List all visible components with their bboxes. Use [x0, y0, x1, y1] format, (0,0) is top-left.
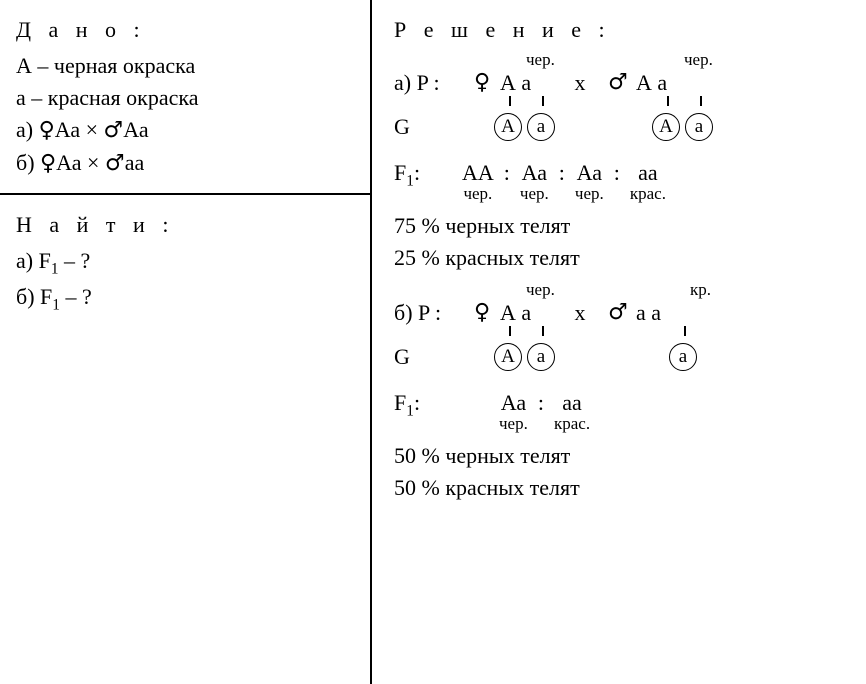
a-pct-1: 75 % черных телят — [394, 210, 850, 242]
gamete-circle: А — [494, 343, 522, 371]
gamete-circle: а — [527, 343, 555, 371]
find-section: Н а й т и : а) F1 – ? б) F1 – ? — [0, 195, 370, 330]
cross-b-label: б) — [16, 150, 35, 175]
b-geno-f: А а — [500, 300, 560, 326]
page-container: Д а н о : А – черная окраска а – красная… — [0, 0, 866, 684]
find-a-sub: 1 — [51, 261, 59, 278]
find-b-tail: – ? — [60, 284, 92, 309]
male-icon: ♂ — [600, 70, 636, 95]
male-icon: ♂ — [105, 151, 125, 176]
a-pheno-top-1: чер. — [526, 50, 555, 70]
a-f1-line: F1: ААчер. : Аачер. : Аачер. : аакрас. — [394, 160, 850, 204]
a-F1: F — [394, 160, 406, 185]
b-G-label: G — [394, 344, 410, 370]
b-pct-2: 50 % красных телят — [394, 472, 850, 504]
find-heading: Н а й т и : — [16, 209, 354, 241]
a-geno-f: А а — [500, 70, 560, 96]
b-geno-2: аакрас. — [554, 390, 590, 434]
b-geno-m: а а — [636, 300, 696, 326]
b-pct-1: 50 % черных телят — [394, 440, 850, 472]
cross-b-male-geno: аа — [125, 150, 145, 175]
a-geno-3: Аачер. — [575, 160, 604, 204]
a-geno-4: аакрас. — [630, 160, 666, 204]
b-cross-x: х — [560, 300, 600, 326]
b-f1-line: F1: Аачер. : аакрас. — [394, 390, 850, 434]
a-F1-sub: 1 — [406, 172, 414, 189]
b-geno-1: Аачер. — [499, 390, 528, 434]
b-gametes-line: G А а а — [394, 340, 850, 380]
a-geno-2: Аачер. — [520, 160, 549, 204]
b-pheno-top-1: чер. — [526, 280, 555, 300]
a-geno-m: А а — [636, 70, 696, 96]
male-icon: ♂ — [104, 118, 124, 143]
female-icon: ♀ — [40, 151, 56, 176]
gamete-circle: А — [494, 113, 522, 141]
b-F1-colon: : — [414, 390, 420, 415]
a-p-label: а) P : — [394, 70, 464, 96]
cross-a-line: а) ♀Аа × ♂Аа — [16, 114, 354, 147]
b-parent-line: чер. кр. б) P : ♀ А а х ♂ а а — [394, 280, 850, 340]
times-icon: × — [86, 117, 98, 142]
left-column: Д а н о : А – черная окраска а – красная… — [0, 0, 372, 684]
a-pheno-top-2: чер. — [684, 50, 713, 70]
find-b-line: б) F1 – ? — [16, 281, 354, 317]
find-a-tail: – ? — [59, 248, 91, 273]
cross-a-male-geno: Аа — [123, 117, 148, 142]
female-icon: ♀ — [464, 300, 500, 325]
a-geno-1: ААчер. — [462, 160, 494, 204]
find-b-sub: 1 — [52, 296, 60, 313]
male-icon: ♂ — [600, 300, 636, 325]
given-section: Д а н о : А – черная окраска а – красная… — [0, 0, 370, 195]
b-F1: F — [394, 390, 406, 415]
cross-b-line: б) ♀Аа × ♂аа — [16, 147, 354, 180]
a-gametes-line: G А а А а — [394, 110, 850, 150]
a-cross-x: х — [560, 70, 600, 96]
a-G-label: G — [394, 114, 410, 140]
gamete-circle: а — [669, 343, 697, 371]
find-a-line: а) F1 – ? — [16, 245, 354, 281]
gamete-circle: а — [527, 113, 555, 141]
gamete-circle: А — [652, 113, 680, 141]
allele-A-line: А – черная окраска — [16, 50, 354, 82]
b-pheno-top-2: кр. — [690, 280, 711, 300]
a-parent-line: чер. чер. а) P : ♀ А а х ♂ А а — [394, 50, 850, 110]
a-pct-2: 25 % красных телят — [394, 242, 850, 274]
cross-b-female-geno: Аа — [56, 150, 81, 175]
b-p-label: б) P : — [394, 300, 464, 326]
female-icon: ♀ — [464, 70, 500, 95]
b-F1-sub: 1 — [406, 402, 414, 419]
gamete-circle: а — [685, 113, 713, 141]
cross-a-label: а) — [16, 117, 33, 142]
allele-a-line: а – красная окраска — [16, 82, 354, 114]
solution-heading: Р е ш е н и е : — [394, 14, 850, 46]
given-heading: Д а н о : — [16, 14, 354, 46]
a-F1-colon: : — [414, 160, 420, 185]
find-a-text: а) F — [16, 248, 51, 273]
female-icon: ♀ — [39, 118, 55, 143]
find-b-text: б) F — [16, 284, 52, 309]
cross-a-female-geno: Аа — [55, 117, 80, 142]
solution-column: Р е ш е н и е : чер. чер. а) P : ♀ А а х… — [372, 0, 866, 684]
times-icon: × — [87, 150, 99, 175]
